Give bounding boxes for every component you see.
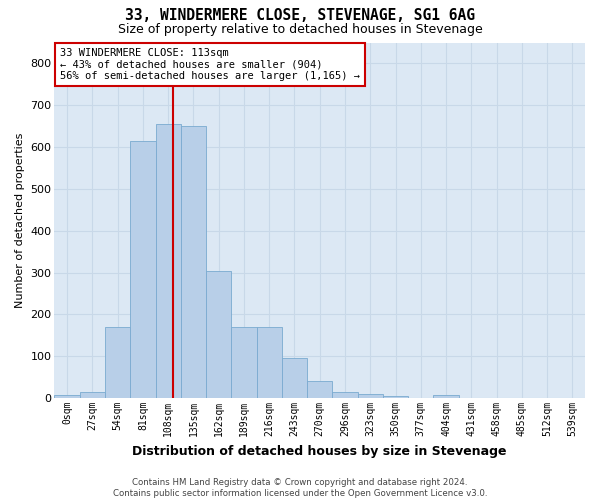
Text: 33 WINDERMERE CLOSE: 113sqm
← 43% of detached houses are smaller (904)
56% of se: 33 WINDERMERE CLOSE: 113sqm ← 43% of det… [60,48,360,81]
Bar [257,327,282,398]
Bar [105,327,130,398]
Bar [433,395,458,398]
Bar [130,141,155,398]
Bar [307,380,332,398]
Text: Size of property relative to detached houses in Stevenage: Size of property relative to detached ho… [118,22,482,36]
Bar [181,126,206,398]
Text: Contains HM Land Registry data © Crown copyright and database right 2024.
Contai: Contains HM Land Registry data © Crown c… [113,478,487,498]
Bar [80,392,105,398]
Bar [232,327,257,398]
Bar [155,124,181,398]
Bar [332,392,358,398]
Bar [206,270,232,398]
Y-axis label: Number of detached properties: Number of detached properties [15,132,25,308]
Bar [358,394,383,398]
Text: 33, WINDERMERE CLOSE, STEVENAGE, SG1 6AG: 33, WINDERMERE CLOSE, STEVENAGE, SG1 6AG [125,8,475,22]
Bar [282,358,307,398]
X-axis label: Distribution of detached houses by size in Stevenage: Distribution of detached houses by size … [133,444,507,458]
Bar [55,395,80,398]
Bar [383,396,408,398]
